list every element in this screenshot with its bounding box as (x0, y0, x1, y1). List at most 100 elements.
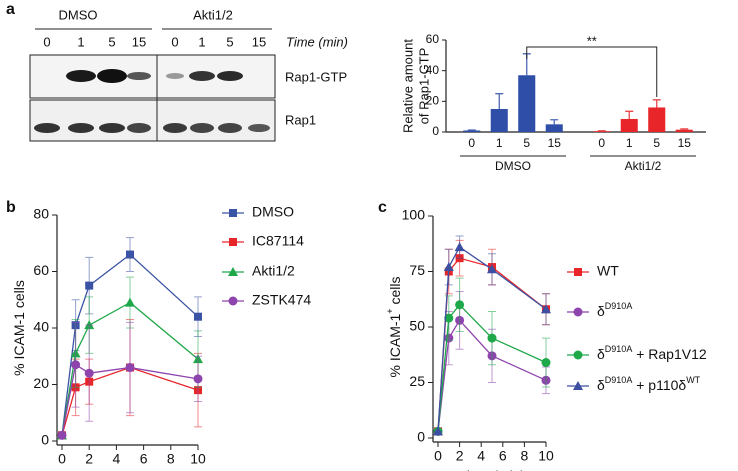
panel-label: a (6, 1, 15, 18)
y-tick-label: 60 (33, 262, 49, 278)
y-tick-label: 40 (33, 319, 49, 335)
blot-group: Akti1/2 (193, 7, 233, 22)
group-label: Akti1/2 (625, 159, 662, 173)
legend-label: WT (597, 263, 619, 279)
panel-label: b (6, 199, 16, 216)
y-axis-label-sup: + (385, 308, 395, 313)
legend-label-part: + Rap1V12 (632, 346, 707, 362)
marker (541, 304, 551, 314)
x-tick-label: 4 (113, 451, 121, 467)
legend-label: IC87114 (252, 233, 304, 249)
marker (487, 333, 497, 343)
x-tick-label: 10 (190, 451, 206, 467)
marker (455, 300, 465, 310)
legend-label-sup: D910A (605, 301, 633, 311)
marker (573, 381, 583, 390)
y-tick-label: 20 (426, 94, 440, 108)
time-label: 0 (171, 34, 178, 49)
x-tick-label: 6 (140, 451, 148, 467)
marker (454, 242, 465, 252)
group-label: DMSO (495, 159, 531, 173)
legend-label: Akti1/2 (252, 263, 295, 279)
y-axis-label-part: % ICAM-1 cells (11, 280, 27, 376)
y-axis-label: Relative amount (400, 39, 415, 133)
y-tick-label: 20 (33, 375, 49, 391)
marker (125, 297, 135, 307)
y-tick-label: 60 (426, 32, 440, 46)
marker (85, 281, 94, 290)
error-bar (680, 128, 689, 130)
marker (443, 262, 454, 272)
x-tick-label: 0 (598, 136, 605, 150)
bar (490, 109, 508, 132)
marker (574, 268, 582, 276)
legend-label: ZSTK474 (252, 292, 311, 308)
legend-label: δD910A (597, 301, 632, 318)
time-label: 15 (252, 34, 266, 49)
bar (545, 124, 563, 132)
time-label: 0 (43, 34, 50, 49)
y-axis-label: of Rap1-GTP (416, 48, 431, 125)
error-bar (550, 119, 559, 125)
y-axis-label-part: % ICAM-1 (387, 313, 403, 377)
blot-group: DMSO (59, 7, 98, 22)
x-tick-label: 0 (58, 451, 66, 467)
bar (518, 75, 536, 132)
marker (84, 368, 94, 378)
blot-row-label: Rap1 (285, 112, 316, 127)
bar (648, 107, 666, 132)
legend-label-part: δ (597, 303, 605, 319)
marker (229, 238, 237, 246)
time-label: 5 (226, 34, 233, 49)
bar (593, 131, 611, 132)
y-tick-label: 0 (417, 429, 425, 445)
y-axis-label: % ICAM-1 cells (11, 280, 27, 376)
x-tick-label: 1 (626, 136, 633, 150)
legend-label-sup: WT (686, 375, 700, 385)
y-tick-label: 50 (409, 318, 425, 334)
x-tick-label: 2 (456, 448, 464, 464)
x-tick-label: 1 (496, 136, 503, 150)
panel-label: c (378, 199, 387, 216)
x-axis-label: Time (min) (459, 468, 525, 471)
marker (573, 307, 583, 317)
y-tick-label: 0 (432, 124, 439, 138)
marker (541, 358, 551, 368)
x-tick-label: 0 (468, 136, 475, 150)
y-tick-label: 25 (409, 373, 425, 389)
y-tick-label: 0 (41, 432, 49, 448)
legend-label: δD910A + Rap1V12 (597, 344, 707, 361)
x-tick-label: 10 (538, 448, 554, 464)
legend-label: DMSO (252, 204, 294, 220)
marker (228, 296, 238, 306)
x-tick-label: 15 (548, 136, 562, 150)
legend-label-part: δ (597, 377, 605, 393)
marker (573, 350, 583, 360)
legend-label-part: δ (597, 346, 605, 362)
marker (228, 267, 238, 276)
y-tick-label: 40 (426, 63, 440, 77)
marker (229, 209, 237, 217)
x-tick-label: 5 (653, 136, 660, 150)
marker (193, 374, 203, 384)
marker (125, 363, 135, 373)
error-bar (652, 99, 661, 108)
marker (433, 426, 443, 436)
error-bar (495, 93, 504, 109)
bar (463, 130, 481, 132)
x-tick-label: 6 (499, 448, 507, 464)
marker (444, 313, 454, 323)
y-axis-label-part: cells (387, 277, 403, 309)
x-tick-label: 0 (434, 448, 442, 464)
y-tick-label: 80 (33, 206, 49, 222)
time-label: 5 (108, 34, 115, 49)
bar (620, 118, 638, 132)
marker (487, 264, 497, 274)
marker (194, 312, 202, 321)
x-tick-label: 8 (521, 448, 529, 464)
significance-bracket (526, 46, 658, 97)
legend-label-sup: D910A (605, 375, 633, 385)
x-tick-label: 2 (85, 451, 93, 467)
y-tick-label: 100 (402, 207, 426, 223)
